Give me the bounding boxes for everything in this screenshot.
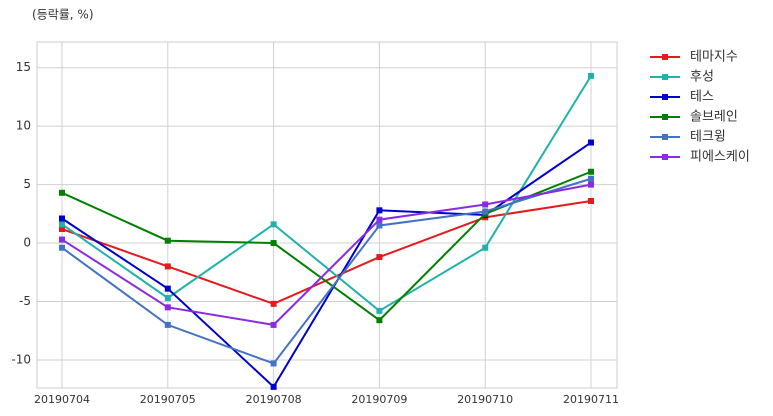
series-line — [61, 141, 592, 389]
x-tick-label: 20190705 — [140, 393, 196, 406]
y-tick-label: 10 — [16, 119, 31, 133]
series-marker — [588, 72, 594, 79]
series-marker — [270, 360, 277, 367]
series-marker — [482, 244, 489, 251]
series-marker — [270, 321, 277, 328]
series-marker — [376, 222, 383, 229]
legend-marker — [662, 114, 668, 120]
series-marker — [59, 244, 65, 251]
series-marker — [482, 201, 489, 208]
legend-marker — [662, 74, 668, 80]
plot-frame — [36, 41, 618, 389]
legend-label: 테크윙 — [690, 129, 726, 145]
y-tick-label: 15 — [16, 60, 31, 74]
series-marker — [270, 240, 277, 247]
legend-marker — [662, 154, 668, 160]
series-marker — [270, 383, 277, 390]
series-line — [61, 199, 592, 305]
series-marker — [588, 168, 594, 175]
legend-marker — [662, 134, 668, 140]
x-tick-label: 20190710 — [457, 393, 513, 406]
y-tick-label: -5 — [19, 294, 31, 308]
legend-label: 테마지수 — [690, 50, 738, 65]
series-line — [61, 183, 592, 326]
y-tick-label: 5 — [23, 177, 31, 191]
series-marker — [588, 139, 594, 146]
y-axis-label: (등락률, %) — [32, 8, 94, 22]
series-marker — [164, 304, 171, 311]
legend-label: 피에스케이 — [690, 150, 750, 165]
series-marker — [164, 285, 171, 292]
legend-label: 테스 — [690, 90, 714, 105]
legend-label: 솔브레인 — [690, 110, 738, 125]
y-tick-label: -10 — [11, 352, 31, 366]
series-line — [61, 177, 592, 365]
series-marker — [588, 197, 594, 204]
series-line — [61, 75, 592, 313]
series-marker — [59, 189, 65, 196]
series-marker — [588, 175, 594, 182]
legend-label: 후성 — [690, 70, 714, 85]
series-marker — [588, 181, 594, 188]
series-marker — [482, 208, 489, 215]
series-marker — [376, 317, 383, 324]
x-tick-label: 20190711 — [563, 393, 619, 406]
x-tick-label: 20190708 — [246, 393, 302, 406]
series-marker — [164, 263, 171, 270]
legend-marker — [662, 94, 668, 100]
y-tick-label: 0 — [23, 236, 31, 250]
series-marker — [376, 307, 383, 314]
series-marker — [376, 216, 383, 223]
series-marker — [376, 207, 383, 214]
series-marker — [59, 226, 65, 233]
series-marker — [59, 236, 65, 243]
series-marker — [164, 294, 171, 301]
legend-marker — [662, 54, 668, 60]
series-marker — [59, 215, 65, 222]
x-tick-label: 20190709 — [351, 393, 407, 406]
series-marker — [164, 321, 171, 328]
series-marker — [59, 221, 65, 228]
series-marker — [270, 300, 277, 307]
series-marker — [376, 254, 383, 261]
series-marker — [164, 237, 171, 244]
series-marker — [270, 221, 277, 228]
x-tick-label: 20190704 — [34, 393, 90, 406]
